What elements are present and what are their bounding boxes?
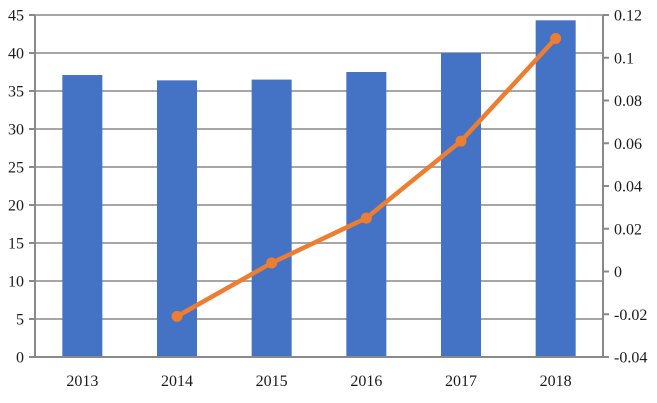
y-axis-right-label: 0.1 bbox=[614, 50, 634, 67]
y-axis-right-label: -0.02 bbox=[614, 307, 647, 324]
bar-2018 bbox=[535, 20, 576, 357]
y-axis-left-label: 25 bbox=[8, 160, 24, 177]
bars-group bbox=[62, 20, 576, 358]
x-axis-label-2013: 2013 bbox=[66, 373, 98, 390]
line-marker-2018 bbox=[550, 33, 562, 45]
y-axis-right-label: 0 bbox=[614, 264, 622, 281]
y-axis-left-label: 40 bbox=[8, 46, 24, 63]
x-axis-labels-group: 2013 2014 2015 2016 2017 2018 bbox=[66, 373, 571, 390]
y-axis-left-label: 30 bbox=[8, 122, 24, 139]
y-axis-right-labels-group: -0.04 -0.02 0 0.02 0.04 0.06 0.08 0.1 0.12 bbox=[614, 8, 647, 367]
line-series-group bbox=[171, 33, 562, 322]
y-axis-left-label: 0 bbox=[16, 350, 24, 367]
y-axis-left-labels-group: 0 5 10 15 20 25 30 35 40 45 bbox=[8, 8, 24, 367]
line-marker-2016 bbox=[360, 212, 372, 224]
y-axis-right-label: 0.04 bbox=[614, 179, 642, 196]
bar-2017 bbox=[441, 53, 481, 357]
y-axis-right-label: 0.02 bbox=[614, 221, 642, 238]
x-axis-label-2018: 2018 bbox=[540, 373, 572, 390]
x-axis-label-2017: 2017 bbox=[445, 373, 477, 390]
y-axis-left-label: 35 bbox=[8, 84, 24, 101]
x-axis-label-2014: 2014 bbox=[161, 373, 193, 390]
x-axis-label-2016: 2016 bbox=[350, 373, 382, 390]
y-axis-left-label: 20 bbox=[8, 198, 24, 215]
y-axis-right-label: 0.06 bbox=[614, 136, 642, 153]
gridlines-group bbox=[35, 14, 603, 358]
bar-2015 bbox=[251, 79, 292, 357]
line-marker-2017 bbox=[455, 135, 467, 147]
y-axis-left-label: 5 bbox=[16, 312, 24, 329]
line-marker-2015 bbox=[266, 257, 278, 269]
y-axis-left-label: 10 bbox=[8, 274, 24, 291]
y-axis-right-label: 0.08 bbox=[614, 93, 642, 110]
bar-2013 bbox=[62, 75, 103, 357]
y-axis-left-label: 45 bbox=[8, 8, 24, 25]
x-axis-label-2015: 2015 bbox=[256, 373, 288, 390]
y-axis-left-label: 15 bbox=[8, 236, 24, 253]
line-marker-2014 bbox=[171, 310, 183, 322]
axes-group bbox=[29, 14, 609, 358]
y-axis-right-label: -0.04 bbox=[614, 350, 647, 367]
y-axis-right-label: 0.12 bbox=[614, 8, 642, 25]
